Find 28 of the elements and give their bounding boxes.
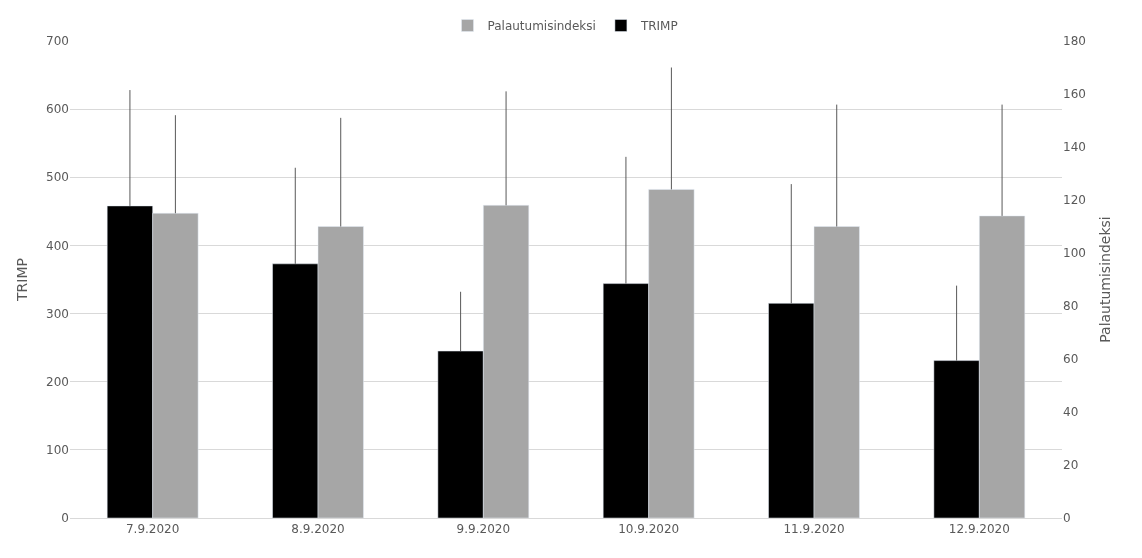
y2-tick-label: 160 [1063,87,1086,102]
legend-label: Palautumisindeksi [487,19,596,34]
y2-tick-label: 20 [1063,458,1079,473]
y2-tick-label: 40 [1063,405,1079,420]
y2-tick-label: 180 [1063,34,1086,49]
y-tick-label: 700 [46,34,69,49]
x-tick-label: 10.9.2020 [618,522,680,537]
x-tick-label: 7.9.2020 [125,522,180,537]
y-tick-label: 500 [46,170,69,185]
y-tick-label: 0 [61,511,69,526]
legend-label: TRIMP [639,19,678,34]
y-axis-title: TRIMP [13,258,30,302]
y2-tick-label: 60 [1063,352,1079,367]
y2-tick-label: 100 [1063,246,1086,261]
y-tick-label: 300 [46,306,69,321]
y-tick-label: 200 [46,374,69,389]
y2-tick-label: 140 [1063,140,1086,155]
y-tick-label: 400 [46,238,69,253]
x-tick-label: 8.9.2020 [291,522,345,537]
y2-tick-label: 120 [1063,193,1086,208]
y2-tick-label: 0 [1063,511,1071,526]
y2-tick-label: 80 [1063,299,1079,314]
y-tick-label: 100 [46,443,69,458]
y-tick-label: 600 [46,102,69,117]
x-tick-label: 11.9.2020 [783,522,845,537]
x-tick-label: 12.9.2020 [948,522,1010,537]
x-tick-label: 9.9.2020 [456,522,511,537]
y2-axis-title: Palautumisindeksi [1097,216,1114,343]
